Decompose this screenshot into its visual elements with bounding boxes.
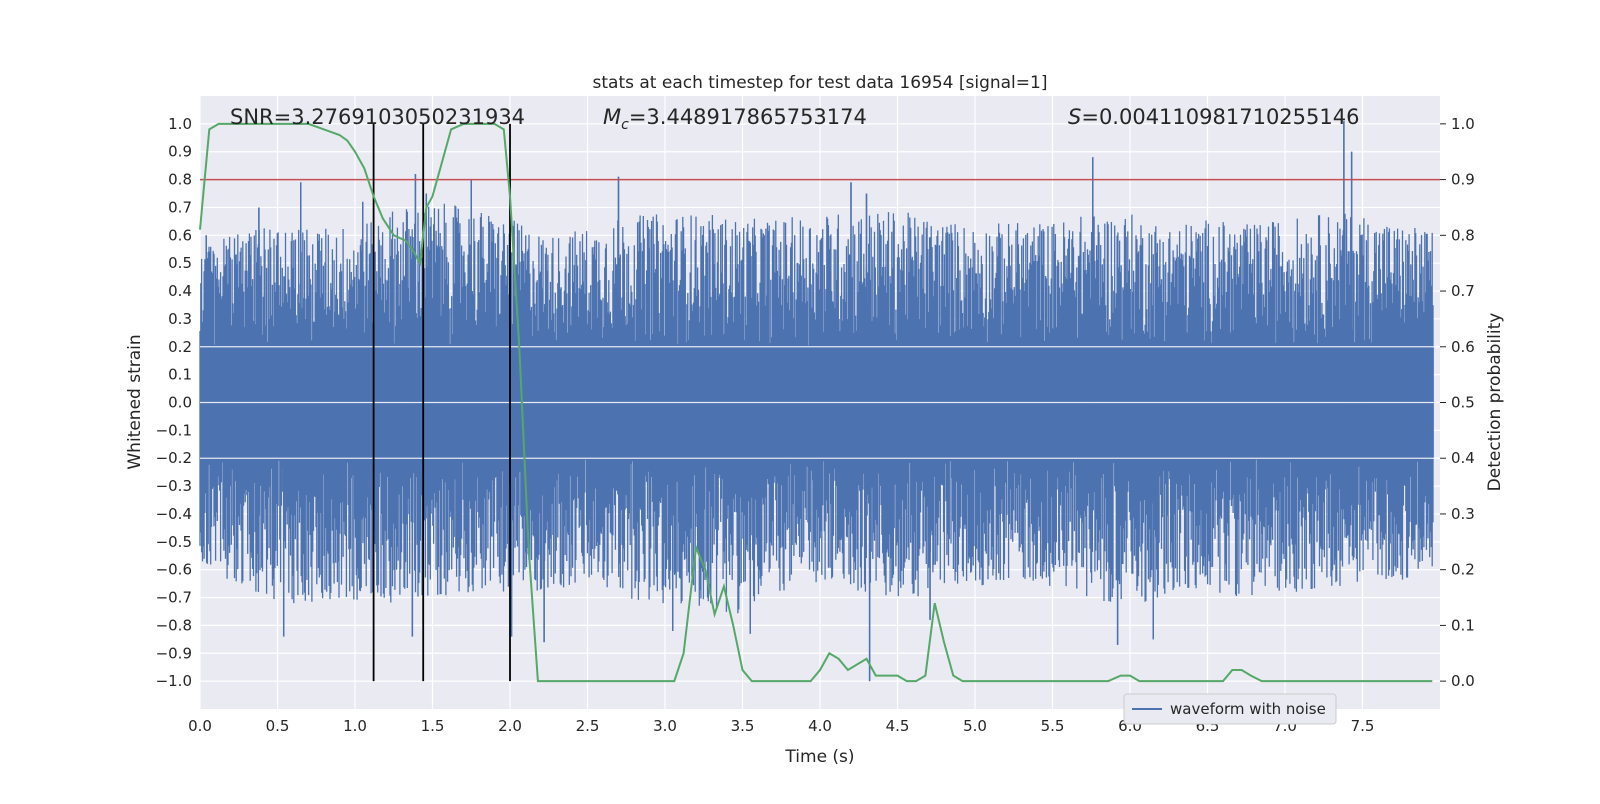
y-tick-label-1: 0.9: [168, 143, 192, 161]
s-symbol: S: [1068, 105, 1081, 129]
y-tick-label-19: −0.9: [156, 644, 192, 662]
y-tick-label-4: 0.6: [168, 226, 192, 244]
y-tick-label-16: −0.6: [156, 561, 192, 579]
y-tick-label-8: 0.2: [168, 338, 192, 356]
s-annotation: S=0.004110981710255146: [1068, 105, 1359, 129]
snr-annotation: SNR=3.2769103050231934: [230, 105, 525, 129]
x-tick-label-3: 1.5: [421, 717, 445, 735]
y-tick-label-6: 0.4: [168, 282, 192, 300]
chart-title: stats at each timestep for test data 169…: [593, 73, 1048, 93]
y-tick-label-13: −0.3: [156, 477, 192, 495]
y-axis-right-ticks: 1.0 0.9 0.8 0.7 0.6 0.5 0.4 0.3 0.2 0.1 0.0: [1440, 115, 1475, 690]
y-right-tick-label-3: 0.7: [1451, 282, 1475, 300]
probability-series: [199, 122, 1433, 683]
x-tick-label-1: 0.5: [266, 717, 290, 735]
y-axis-label-right: Detection probability: [1485, 313, 1505, 492]
x-tick-label-9: 4.5: [886, 717, 910, 735]
y-tick-label-10: 0.0: [168, 394, 192, 412]
chirp-mass-value: =3.448917865753174: [629, 105, 867, 129]
y-tick-label-14: −0.4: [156, 505, 192, 523]
y-axis-left-ticks: 1.0 0.9 0.8 0.7 0.6 0.5 0.4 0.3 0.2 0.1 0.0 −0.1 −0.…: [156, 115, 192, 690]
chirp-mass-annotation: Mc=3.448917865753174: [603, 105, 867, 133]
waveform-series: [199, 121, 1440, 682]
x-axis-label: Time (s): [784, 747, 854, 767]
legend: waveform with noise: [1123, 693, 1337, 725]
y-tick-label-3: 0.7: [168, 198, 192, 216]
y-tick-label-9: 0.1: [168, 366, 192, 384]
y-tick-label-5: 0.5: [168, 254, 192, 272]
x-tick-label-15: 7.5: [1351, 717, 1375, 735]
y-right-tick-label-6: 0.4: [1451, 449, 1475, 467]
x-tick-label-2: 1.0: [343, 717, 367, 735]
x-tick-label-8: 4.0: [808, 717, 832, 735]
y-tick-label-17: −0.7: [156, 589, 192, 607]
y-right-tick-label-4: 0.6: [1451, 338, 1475, 356]
y-tick-label-11: −0.1: [156, 421, 192, 439]
y-tick-label-0: 1.0: [168, 115, 192, 133]
y-right-tick-label-7: 0.3: [1451, 505, 1475, 523]
y-right-tick-label-5: 0.5: [1451, 394, 1475, 412]
y-right-tick-label-8: 0.2: [1451, 561, 1475, 579]
x-tick-label-5: 2.5: [576, 717, 600, 735]
x-tick-label-0: 0.0: [188, 717, 212, 735]
chirp-mass-symbol: M: [603, 105, 621, 129]
chirp-mass-subscript: c: [621, 117, 629, 133]
y-right-tick-label-2: 0.8: [1451, 226, 1475, 244]
s-value: =0.004110981710255146: [1081, 105, 1359, 129]
x-tick-label-7: 3.5: [731, 717, 755, 735]
legend-box: [1123, 693, 1337, 725]
legend-label-waveform: waveform with noise: [1170, 700, 1326, 718]
x-tick-label-6: 3.0: [653, 717, 677, 735]
vertical-marker-lines: [372, 123, 511, 682]
y-tick-label-12: −0.2: [156, 449, 192, 467]
detection-probability-line: [199, 122, 1433, 683]
y-right-tick-label-10: 0.0: [1451, 672, 1475, 690]
y-tick-label-18: −0.8: [156, 616, 192, 634]
y-axis-label-left: Whitened strain: [125, 334, 145, 469]
y-right-tick-label-0: 1.0: [1451, 115, 1475, 133]
y-right-tick-label-9: 0.1: [1451, 616, 1475, 634]
y-tick-label-20: −1.0: [156, 672, 192, 690]
y-tick-label-15: −0.5: [156, 533, 192, 551]
y-tick-label-2: 0.8: [168, 171, 192, 189]
x-tick-label-10: 5.0: [963, 717, 987, 735]
x-tick-label-4: 2.0: [498, 717, 522, 735]
y-tick-label-7: 0.3: [168, 310, 192, 328]
x-tick-label-11: 5.5: [1041, 717, 1065, 735]
y-right-tick-label-1: 0.9: [1451, 171, 1475, 189]
